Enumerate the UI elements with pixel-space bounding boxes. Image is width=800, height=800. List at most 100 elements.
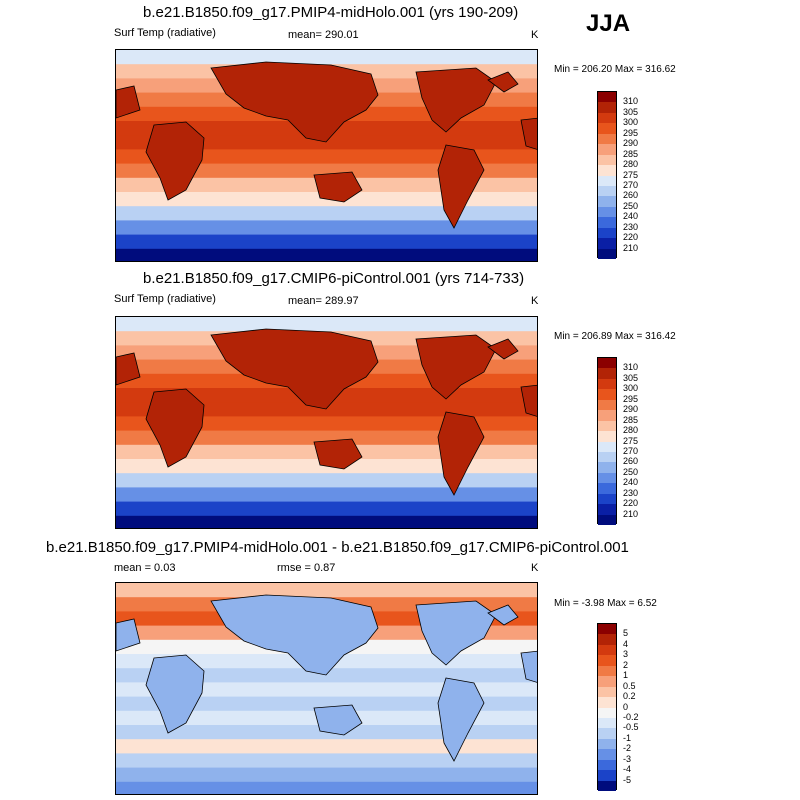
- colorbar-tick-label: 305: [623, 372, 639, 383]
- colorbar-swatch: [598, 420, 616, 432]
- panel-3-title: b.e21.B1850.f09_g17.PMIP4-midHolo.001 - …: [46, 539, 629, 556]
- colorbar-swatch: [598, 634, 616, 645]
- colorbar-swatch: [598, 133, 616, 145]
- panel-1-colorbar: [597, 91, 617, 259]
- colorbar-swatch: [598, 196, 616, 207]
- colorbar-tick-label: 0.5: [623, 680, 636, 691]
- colorbar-swatch: [598, 504, 616, 515]
- panel-3-map: [115, 582, 538, 795]
- panel-1-variable-label: Surf Temp (radiative): [114, 27, 216, 39]
- colorbar-tick-label: 270: [623, 179, 639, 190]
- colorbar-swatch: [598, 728, 616, 739]
- colorbar-tick-label: 210: [623, 242, 639, 253]
- colorbar-swatch: [598, 686, 616, 698]
- colorbar-swatch: [598, 206, 616, 218]
- colorbar-swatch: [598, 185, 616, 197]
- colorbar-swatch: [598, 248, 616, 259]
- colorbar-swatch: [598, 112, 616, 124]
- colorbar-swatch: [598, 624, 616, 635]
- colorbar-tick-label: 300: [623, 383, 639, 394]
- colorbar-tick-label: 240: [623, 211, 639, 222]
- colorbar-swatch: [598, 759, 616, 771]
- colorbar-tick-label: 5: [623, 628, 629, 639]
- colorbar-tick-label: 250: [623, 466, 639, 477]
- colorbar-swatch: [598, 493, 616, 505]
- colorbar-tick-label: 3: [623, 649, 629, 660]
- colorbar-swatch: [598, 217, 616, 228]
- colorbar-tick-label: 0.2: [623, 691, 636, 702]
- panel-1-units-label: K: [531, 29, 539, 41]
- colorbar-swatch: [598, 770, 616, 781]
- panel-2-colorbar: [597, 357, 617, 525]
- colorbar-swatch: [598, 431, 616, 442]
- colorbar-swatch: [598, 514, 616, 525]
- colorbar-swatch: [598, 123, 616, 134]
- colorbar-tick-label: 220: [623, 232, 639, 243]
- colorbar-tick-label: -2: [623, 743, 632, 754]
- colorbar-tick-label: 290: [623, 138, 639, 149]
- colorbar-swatch: [598, 165, 616, 176]
- colorbar-tick-label: -1: [623, 732, 632, 743]
- panel-2-map: [115, 316, 538, 529]
- colorbar-swatch: [598, 451, 616, 463]
- panel-3-mean-label: mean = 0.03: [114, 562, 176, 574]
- panel-3-minmax-label: Min = -3.98 Max = 6.52: [554, 598, 657, 609]
- colorbar-tick-label: 290: [623, 404, 639, 415]
- colorbar-tick-label: 270: [623, 445, 639, 456]
- colorbar-swatch: [598, 697, 616, 708]
- colorbar-swatch: [598, 238, 616, 249]
- colorbar-tick-label: 230: [623, 221, 639, 232]
- colorbar-tick-label: -0.2: [623, 711, 639, 722]
- colorbar-swatch: [598, 707, 616, 718]
- colorbar-tick-label: 305: [623, 106, 639, 117]
- colorbar-tick-label: 230: [623, 487, 639, 498]
- colorbar-swatch: [598, 102, 616, 113]
- panel-3-rmse-label: rmse = 0.87: [277, 562, 336, 574]
- colorbar-swatch: [598, 368, 616, 379]
- panel-1-minmax-label: Min = 206.20 Max = 316.62: [554, 64, 676, 75]
- panel-3-colorbar: [597, 623, 617, 791]
- colorbar-tick-label: 280: [623, 159, 639, 170]
- colorbar-swatch: [598, 389, 616, 400]
- colorbar-tick-label: -4: [623, 764, 632, 775]
- colorbar-tick-label: 295: [623, 127, 639, 138]
- panel-2-title: b.e21.B1850.f09_g17.CMIP6-piControl.001 …: [143, 270, 525, 287]
- colorbar-swatch: [598, 717, 616, 729]
- colorbar-tick-label: 4: [623, 638, 629, 649]
- colorbar-swatch: [598, 472, 616, 484]
- colorbar-swatch: [598, 780, 616, 791]
- colorbar-swatch: [598, 154, 616, 166]
- colorbar-swatch: [598, 483, 616, 494]
- colorbar-swatch: [598, 378, 616, 390]
- panel-1-title: b.e21.B1850.f09_g17.PMIP4-midHolo.001 (y…: [143, 4, 519, 21]
- colorbar-swatch: [598, 738, 616, 750]
- colorbar-tick-label: 310: [623, 362, 639, 373]
- colorbar-tick-label: -3: [623, 753, 632, 764]
- colorbar-tick-label: 310: [623, 96, 639, 107]
- panel-3-units-label: K: [531, 562, 539, 574]
- colorbar-tick-label: 260: [623, 190, 639, 201]
- colorbar-swatch: [598, 462, 616, 473]
- colorbar-tick-label: 285: [623, 148, 639, 159]
- colorbar-tick-label: -5: [623, 774, 632, 785]
- colorbar-swatch: [598, 92, 616, 103]
- colorbar-swatch: [598, 665, 616, 677]
- panel-2-variable-label: Surf Temp (radiative): [114, 293, 216, 305]
- colorbar-tick-label: 260: [623, 456, 639, 467]
- colorbar-swatch: [598, 175, 616, 186]
- colorbar-tick-label: 275: [623, 169, 639, 180]
- colorbar-tick-label: 295: [623, 393, 639, 404]
- colorbar-swatch: [598, 441, 616, 452]
- panel-1-map: [115, 49, 538, 262]
- panel-1-mean-label: mean= 290.01: [288, 29, 359, 41]
- panel-2-mean-label: mean= 289.97: [288, 295, 359, 307]
- colorbar-tick-label: 275: [623, 435, 639, 446]
- colorbar-tick-label: 240: [623, 477, 639, 488]
- colorbar-tick-label: 285: [623, 414, 639, 425]
- colorbar-tick-label: 250: [623, 200, 639, 211]
- colorbar-swatch: [598, 144, 616, 155]
- colorbar-tick-label: 220: [623, 498, 639, 509]
- colorbar-swatch: [598, 410, 616, 421]
- panel-2-units-label: K: [531, 295, 539, 307]
- colorbar-swatch: [598, 644, 616, 656]
